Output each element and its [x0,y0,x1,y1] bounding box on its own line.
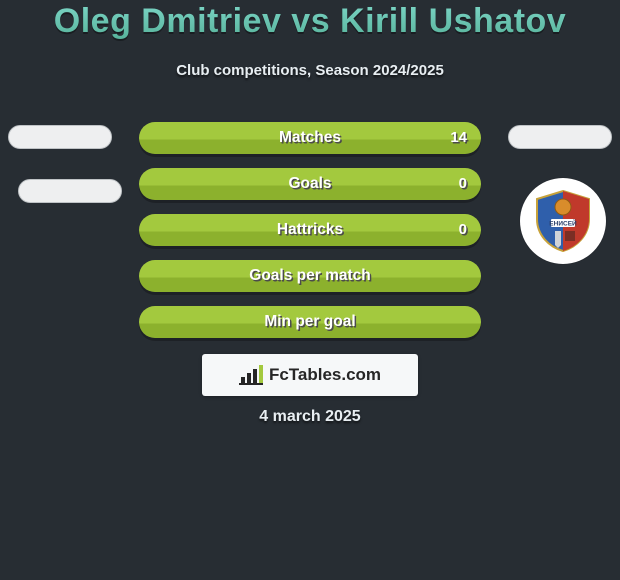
stat-bar-goals-per-match: Goals per match [139,260,481,292]
svg-text:ЕНИСЕЙ: ЕНИСЕЙ [549,219,577,228]
stat-label: Min per goal [139,306,481,322]
stat-bar-matches: Matches 14 [139,122,481,154]
bar-chart-icon [239,365,263,385]
stat-label: Goals per match [139,260,481,276]
left-player-avatar-placeholder-2 [18,179,122,203]
stat-label: Goals [139,168,481,184]
stat-value: 0 [459,168,467,200]
date-label: 4 march 2025 [0,408,620,426]
stat-bar-goals: Goals 0 [139,168,481,200]
stat-value: 14 [450,122,467,154]
left-player-avatar-placeholder-1 [8,125,112,149]
page-title: Oleg Dmitriev vs Kirill Ushatov [0,2,620,41]
stat-label: Matches [139,122,481,138]
enisey-badge-icon: ЕНИСЕЙ [531,189,595,253]
stat-bars: Matches 14 Goals 0 Hattricks 0 Goals per… [139,122,481,338]
subtitle: Club competitions, Season 2024/2025 [0,62,620,79]
comparison-infographic: Oleg Dmitriev vs Kirill Ushatov Club com… [0,0,620,580]
watermark: FcTables.com [202,354,418,396]
stat-label: Hattricks [139,214,481,230]
stat-bar-min-per-goal: Min per goal [139,306,481,338]
right-player-avatar-placeholder [508,125,612,149]
watermark-text: FcTables.com [269,365,381,385]
stat-value: 0 [459,214,467,246]
right-player-club-badge: ЕНИСЕЙ [520,178,606,264]
stat-bar-hattricks: Hattricks 0 [139,214,481,246]
